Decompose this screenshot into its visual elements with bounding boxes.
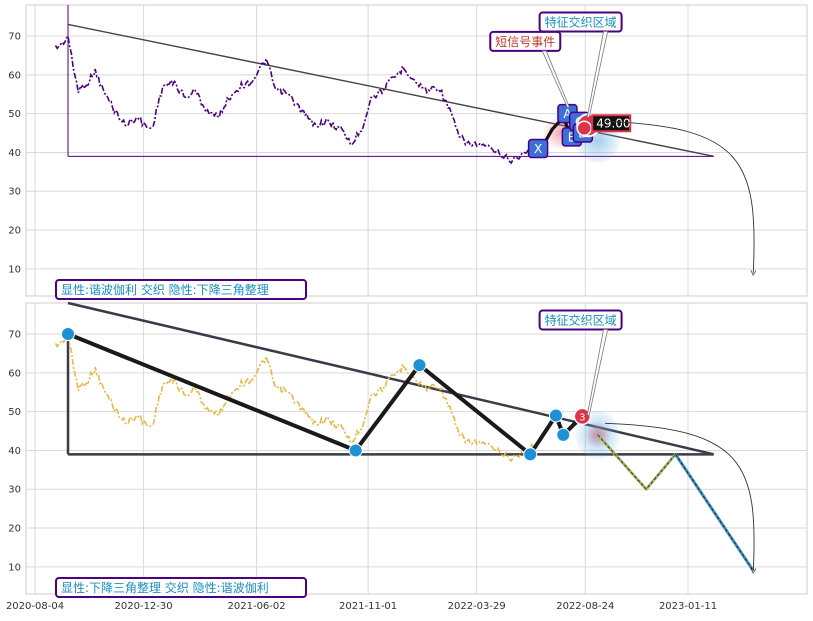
wave-marker bbox=[527, 138, 549, 159]
pattern-series-line bbox=[67, 332, 584, 457]
y-tick-label: 70 bbox=[8, 330, 21, 341]
x-tick-label: 2021-06-02 bbox=[228, 601, 286, 612]
y-tick-label: 20 bbox=[8, 524, 21, 535]
y-tick-label: 50 bbox=[8, 407, 21, 418]
annotation-label: 特征交织区域 bbox=[545, 15, 617, 30]
annotation-label-box bbox=[489, 30, 562, 52]
y-tick-label: 60 bbox=[8, 70, 21, 81]
pivot-point bbox=[412, 358, 427, 373]
signal-circle-inner bbox=[576, 120, 592, 137]
y-tick-label: 30 bbox=[8, 187, 21, 198]
wave-marker-label: 3 bbox=[579, 412, 585, 423]
projection-arrow bbox=[605, 422, 754, 570]
annotation-label: 特征交织区域 bbox=[545, 313, 617, 328]
pivot-point bbox=[61, 327, 76, 342]
pivot-point bbox=[348, 443, 363, 458]
x-tick-label: 2020-12-30 bbox=[115, 601, 173, 612]
price-tag: 49.00 bbox=[596, 116, 630, 130]
x-axis: 2020-08-04 2020-12-30 2021-06-02 2021-11-01… bbox=[6, 601, 717, 612]
y-tick-label: 50 bbox=[8, 109, 21, 120]
y-tick-label: 10 bbox=[8, 562, 21, 573]
price-tag-box bbox=[591, 114, 632, 133]
footer-label-box bbox=[55, 577, 307, 598]
annotation-label-group: 特征交织区域 bbox=[538, 11, 623, 33]
annotation-label-group: 短信号事件 bbox=[489, 30, 562, 52]
x-tick-label: 2020-08-04 bbox=[6, 601, 64, 612]
wave-marker bbox=[573, 407, 592, 426]
wave-marker-label: B bbox=[568, 130, 576, 144]
y-tick-label: 10 bbox=[8, 264, 21, 275]
x-tick-label: 2022-08-24 bbox=[556, 601, 614, 612]
projection-dash-line bbox=[597, 434, 676, 490]
y-tick-label: 30 bbox=[8, 485, 21, 496]
footer-label: 显性:谐波伽利 交织 隐性:下降三角整理 bbox=[61, 282, 269, 297]
top-panel: 10203040506070XABCD49.00特征交织区域短信号事件显性:谐波… bbox=[8, 4, 808, 300]
footer-label: 显性:下降三角整理 交织 隐性:谐波伽利 bbox=[61, 580, 269, 595]
annotation-pointer bbox=[586, 329, 609, 416]
annotation-pointer bbox=[586, 31, 609, 118]
wave-marker-label: A bbox=[563, 107, 572, 121]
projection-dash-line bbox=[675, 454, 754, 571]
pivot-point bbox=[548, 408, 563, 423]
plot-area bbox=[25, 302, 808, 595]
x-tick-label: 2022-03-29 bbox=[448, 601, 506, 612]
footer-label-group: 显性:下降三角整理 交织 隐性:谐波伽利 bbox=[55, 577, 307, 598]
pivot-point bbox=[523, 447, 538, 462]
footer-label-group: 显性:谐波伽利 交织 隐性:下降三角整理 bbox=[55, 279, 307, 300]
y-tick-label: 40 bbox=[8, 148, 21, 159]
y-tick-label: 70 bbox=[8, 32, 21, 43]
footer-label-box bbox=[55, 279, 307, 300]
y-tick-label: 40 bbox=[8, 446, 21, 457]
pivot-point bbox=[556, 427, 571, 442]
annotation-label: 短信号事件 bbox=[495, 35, 555, 49]
projection-arrow bbox=[605, 120, 754, 272]
price-series-line bbox=[54, 332, 542, 463]
plot-area bbox=[25, 4, 808, 297]
annotation-label-box bbox=[538, 11, 623, 33]
x-tick-label: 2021-11-01 bbox=[339, 601, 397, 612]
annotation-pointer bbox=[541, 50, 571, 108]
y-tick-label: 60 bbox=[8, 368, 21, 379]
price-series-line bbox=[54, 34, 542, 165]
annotation-label-group: 特征交织区域 bbox=[538, 309, 623, 331]
x-tick-label: 2023-01-11 bbox=[659, 601, 717, 612]
y-tick-label: 20 bbox=[8, 226, 21, 237]
annotation-label-box bbox=[538, 309, 623, 331]
wave-marker-label: X bbox=[534, 142, 542, 156]
